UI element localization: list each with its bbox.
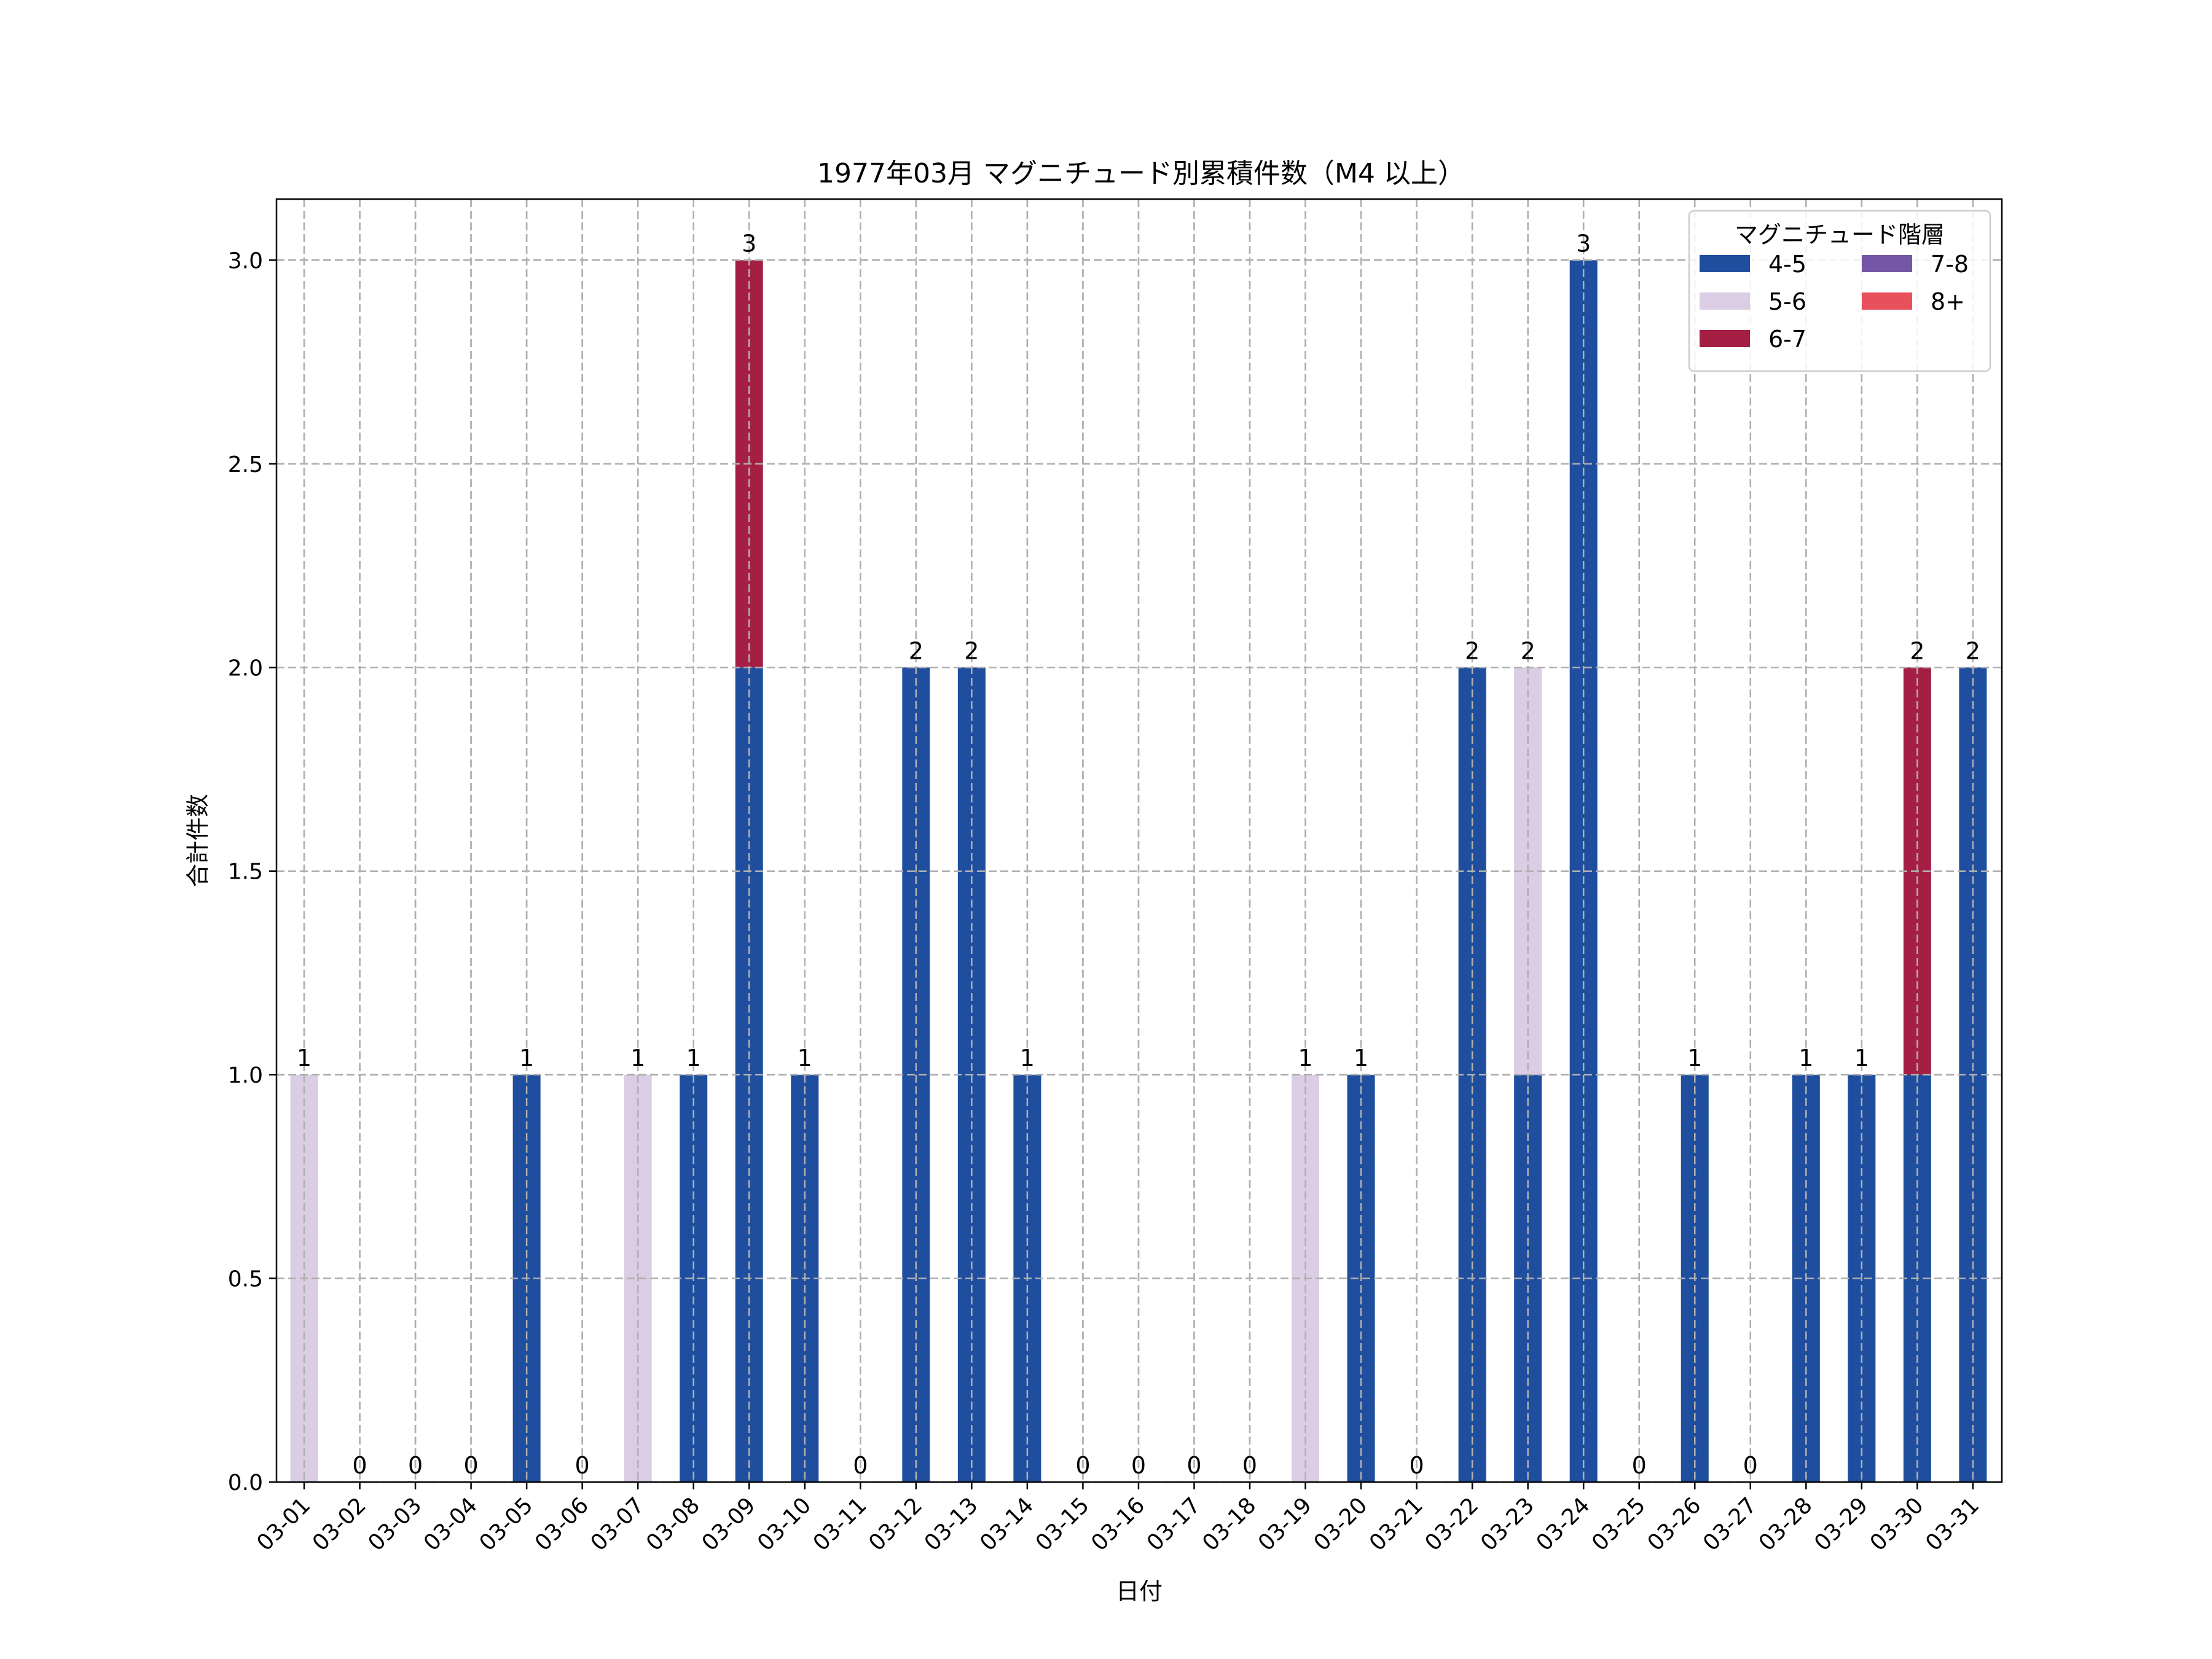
chart-title: 1977年03月 マグニチュード別累積件数（M4 以上） [817,158,1465,189]
x-tick-label: 03-10 [753,1492,816,1556]
legend-label: 6-7 [1768,326,1806,353]
x-tick-label: 03-15 [1031,1492,1094,1556]
x-tick-label: 03-31 [1921,1492,1984,1556]
total-label: 0 [1186,1452,1201,1479]
total-label: 0 [1743,1452,1758,1479]
x-tick-label: 03-04 [419,1492,482,1556]
x-axis-label: 日付 [1116,1578,1163,1605]
y-tick-label: 3.0 [228,248,263,273]
x-tick-label: 03-13 [920,1492,983,1556]
total-label: 2 [1910,637,1924,664]
legend-item-8+: 8+ [1862,288,1965,315]
x-tick-label: 03-20 [1309,1492,1372,1556]
x-tick-label: 03-26 [1643,1492,1706,1556]
y-axis-label: 合計件数 [184,794,211,887]
legend-item-4-5: 4-5 [1700,251,1806,278]
x-tick-label: 03-12 [864,1492,927,1556]
x-tick-label: 03-28 [1754,1492,1818,1556]
x-tick-label: 03-29 [1810,1492,1873,1556]
legend-swatch [1700,330,1750,347]
y-tick-label: 2.5 [228,452,263,477]
y-tick-label: 1.0 [228,1063,263,1088]
legend-swatch [1862,292,1912,310]
x-tick-label: 03-07 [586,1492,649,1556]
data-labels: 1 0 0 0 1 0 1 1 3 1 0 2 2 1 0 0 0 0 1 1 0 2 2 3 0 1 0 1 1 2 2 [297,230,1980,1479]
total-label: 1 [1687,1045,1702,1072]
y-axis: 0.0 0.5 1.0 1.5 2.0 2.5 3.0 [228,248,276,1496]
x-tick-label: 03-06 [530,1492,594,1556]
total-label: 1 [1854,1045,1869,1072]
x-tick-label: 03-23 [1476,1492,1539,1556]
total-label: 1 [1298,1045,1312,1072]
legend-label: 8+ [1931,288,1965,315]
x-axis: 03-0103-0203-0303-0403-0503-0603-0703-08… [252,1482,1984,1556]
x-tick-label: 03-25 [1587,1492,1650,1556]
legend-label: 4-5 [1768,251,1806,278]
y-tick-label: 0.0 [228,1470,263,1496]
legend-swatch [1700,292,1750,310]
x-tick-label: 03-22 [1421,1492,1484,1556]
x-tick-label: 03-16 [1086,1492,1150,1556]
y-tick-label: 0.5 [228,1267,263,1292]
total-label: 0 [1410,1452,1424,1479]
total-label: 2 [1521,637,1535,664]
total-label: 3 [1576,230,1591,257]
x-tick-label: 03-08 [641,1492,705,1556]
x-tick-label: 03-27 [1698,1492,1762,1556]
total-label: 2 [1465,637,1480,664]
y-tick-label: 1.5 [228,860,263,885]
x-tick-label: 03-18 [1198,1492,1261,1556]
total-label: 1 [297,1045,312,1072]
total-label: 2 [1966,637,1980,664]
x-tick-label: 03-01 [252,1492,315,1556]
x-tick-label: 03-11 [809,1492,872,1556]
total-label: 1 [519,1045,534,1072]
x-tick-label: 03-14 [975,1492,1038,1556]
legend-item-6-7: 6-7 [1700,326,1806,353]
total-label: 0 [575,1452,590,1479]
x-tick-label: 03-02 [308,1492,371,1556]
total-label: 1 [630,1045,645,1072]
x-tick-label: 03-24 [1532,1492,1595,1556]
x-tick-label: 03-05 [475,1492,538,1556]
x-tick-label: 03-19 [1253,1492,1317,1556]
legend-frame [1688,210,1991,372]
x-tick-label: 03-09 [697,1492,761,1556]
x-tick-label: 03-21 [1365,1492,1428,1556]
total-label: 1 [798,1045,812,1072]
legend-items: 4-5 5-6 6-7 7-8 8+ [1700,251,1969,353]
x-tick-label: 03-30 [1865,1492,1929,1556]
legend-item-5-6: 5-6 [1700,288,1806,315]
legend-swatch [1700,255,1750,272]
total-label: 1 [686,1045,701,1072]
total-label: 1 [1020,1045,1035,1072]
total-label: 1 [1354,1045,1368,1072]
total-label: 2 [909,637,924,664]
total-label: 0 [1632,1452,1647,1479]
total-label: 3 [742,230,756,257]
total-label: 0 [1242,1452,1257,1479]
total-label: 1 [1798,1045,1813,1072]
total-label: 2 [964,637,979,664]
total-label: 0 [352,1452,367,1479]
legend-swatch [1862,255,1912,272]
total-label: 0 [463,1452,478,1479]
legend: マグニチュード階層 4-5 5-6 6-7 7-8 8+ [1688,210,1991,372]
x-tick-label: 03-03 [363,1492,426,1556]
legend-item-7-8: 7-8 [1862,251,1969,278]
total-label: 0 [1131,1452,1146,1479]
x-tick-label: 03-17 [1142,1492,1206,1556]
y-tick-label: 2.0 [228,656,263,681]
total-label: 0 [853,1452,868,1479]
total-label: 0 [1075,1452,1090,1479]
legend-label: 7-8 [1931,251,1969,278]
total-label: 0 [408,1452,423,1479]
legend-title: マグニチュード階層 [1735,221,1945,248]
legend-label: 5-6 [1768,288,1806,315]
